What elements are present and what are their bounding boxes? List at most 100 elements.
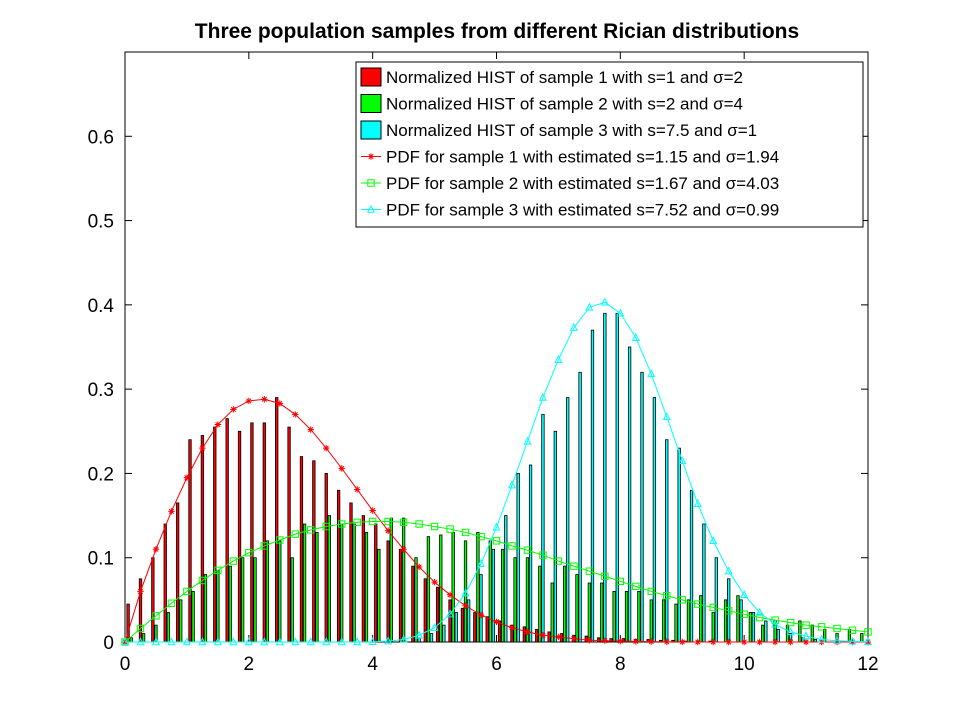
- hist-bar-sample-2: [240, 557, 245, 643]
- pdf-point-sample-3: [662, 412, 671, 421]
- pdf-point-sample-2: [291, 530, 299, 538]
- hist-bar-sample-3: [479, 574, 483, 643]
- pdf-point-sample-3: [863, 636, 873, 645]
- pdf-point-sample-2: [384, 517, 392, 526]
- hist-bar-sample-1: [336, 489, 341, 643]
- pdf-point-sample-1-shape: [353, 486, 361, 493]
- x-tick-label: 10: [734, 654, 755, 675]
- pdf-point-sample-2: [198, 576, 207, 585]
- hist-bar-sample-1: [597, 637, 601, 643]
- pdf-point-sample-3: [120, 637, 130, 646]
- pdf-point-sample-1: [555, 633, 562, 641]
- pdf-point-sample-1-shape: [756, 638, 763, 646]
- pdf-point-sample-3: [167, 637, 176, 646]
- hist-bar-sample-2: [253, 557, 257, 643]
- pdf-point-sample-3: [291, 637, 300, 646]
- pdf-point-sample-3: [817, 634, 826, 643]
- hist-bar-sample-1: [374, 523, 378, 643]
- pdf-point-sample-1: [864, 638, 872, 646]
- pdf-point-sample-2: [833, 624, 841, 633]
- pdf-point-sample-1-shape: [555, 633, 562, 641]
- pdf-point-sample-1-shape: [586, 637, 593, 644]
- hist-bar-sample-2: [723, 599, 728, 643]
- pdf-point-sample-2: [353, 518, 361, 527]
- pdf-point-sample-1-shape: [570, 635, 578, 642]
- pdf-point-sample-3: [399, 634, 408, 643]
- pdf-point-sample-2: [276, 536, 284, 544]
- hist-bar-sample-2: [352, 523, 356, 643]
- pdf-point-sample-1: [137, 588, 144, 595]
- pdf-point-sample-2: [245, 548, 253, 557]
- hist-bar-sample-1: [163, 523, 167, 643]
- pdf-point-sample-1: [261, 396, 268, 403]
- pdf-point-sample-3: [802, 631, 811, 640]
- pdf-point-sample-1-shape: [261, 396, 268, 403]
- pdf-point-sample-3: [709, 536, 718, 545]
- pdf-point-sample-1-shape: [539, 632, 547, 639]
- pdf-point-sample-1: [276, 400, 283, 407]
- pdf-point-sample-1-shape: [152, 546, 160, 553]
- pdf-point-sample-1-shape: [369, 507, 376, 514]
- hist-bar-sample-2: [476, 532, 480, 643]
- pdf-point-sample-2: [260, 542, 269, 550]
- pdf-point-sample-1-shape: [431, 578, 438, 586]
- hist-bar-sample-1: [213, 426, 217, 643]
- pdf-point-sample-1: [168, 508, 175, 515]
- hist-bar-sample-3: [615, 312, 619, 643]
- hist-bar-sample-2: [401, 517, 406, 643]
- hist-bar-sample-1: [225, 418, 229, 643]
- pdf-point-sample-2: [724, 607, 733, 615]
- hist-bar-sample-1: [237, 430, 242, 643]
- legend-swatch-hist-2: [360, 94, 382, 113]
- hist-bar-sample-2: [315, 532, 319, 643]
- pdf-point-sample-1-shape: [524, 628, 531, 636]
- hist-bar-sample-3: [491, 548, 496, 643]
- hist-bar-sample-2: [612, 591, 616, 643]
- hist-bar-sample-1: [324, 473, 328, 643]
- pdf-point-sample-1-shape: [276, 400, 283, 407]
- hist-bar-sample-2: [340, 523, 344, 643]
- pdf-point-sample-1: [648, 638, 655, 645]
- hist-bar-sample-1: [621, 638, 626, 643]
- legend-swatch-pdf-marker-1: [367, 153, 375, 160]
- pdf-point-sample-2: [554, 557, 563, 565]
- pdf-point-sample-3: [693, 498, 702, 507]
- hist-bar-sample-1: [423, 578, 427, 643]
- hist-bar-sample-2: [129, 637, 133, 643]
- y-tick-label: 0.2: [88, 464, 114, 485]
- pdf-point-sample-1: [508, 624, 516, 631]
- pdf-point-sample-3: [833, 635, 842, 644]
- pdf-point-sample-2: [152, 612, 160, 620]
- x-tick-label: 12: [857, 654, 878, 675]
- hist-bar-sample-1: [386, 540, 390, 643]
- hist-bar-sample-2: [501, 548, 505, 643]
- pdf-point-sample-1: [214, 421, 222, 428]
- pdf-point-sample-3: [569, 322, 578, 331]
- pdf-point-sample-2: [214, 566, 222, 575]
- pdf-point-sample-1: [493, 618, 500, 625]
- hist-bar-sample-3: [578, 371, 582, 643]
- pdf-point-sample-2: [399, 518, 408, 527]
- hist-bar-sample-1: [200, 435, 205, 643]
- hist-bar-sample-2: [377, 548, 381, 643]
- pdf-point-sample-1-shape: [415, 563, 423, 571]
- pdf-point-sample-2: [307, 526, 315, 534]
- pdf-point-sample-1: [849, 638, 856, 646]
- hist-bar-sample-2: [587, 582, 592, 643]
- hist-bar-sample-3: [739, 599, 743, 643]
- pdf-point-sample-3: [507, 480, 516, 489]
- pdf-point-sample-3: [600, 297, 609, 306]
- pdf-point-sample-3: [771, 619, 780, 628]
- pdf-point-sample-1-shape: [307, 426, 314, 433]
- y-tick-label: 0.4: [88, 296, 115, 317]
- hist-bar-sample-1: [349, 502, 353, 643]
- pdf-point-sample-1: [477, 611, 485, 619]
- pdf-point-sample-1: [323, 444, 330, 452]
- pdf-point-sample-1-shape: [833, 638, 841, 646]
- pdf-point-sample-3: [337, 637, 346, 646]
- pdf-point-sample-1-shape: [787, 638, 794, 646]
- pdf-point-sample-3: [647, 369, 656, 378]
- legend-label-pdf-2: PDF for sample 2 with estimated s=1.67 a…: [386, 174, 779, 193]
- hist-bar-sample-3: [566, 397, 570, 643]
- pdf-point-sample-2: [694, 600, 702, 608]
